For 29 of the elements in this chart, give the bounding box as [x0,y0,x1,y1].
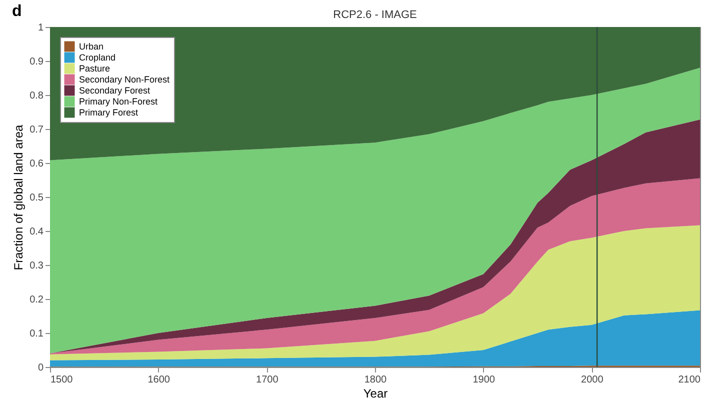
legend-label: Secondary Forest [79,86,151,96]
y-axis-title: Fraction of global land area [12,124,26,270]
y-tick-label: 0.3 [30,260,44,272]
x-tick-label: 2000 [581,374,604,386]
y-tick-label: 0.2 [30,294,44,306]
y-tick-label: 0 [38,362,44,374]
legend-label: Primary Forest [79,108,139,118]
x-tick-label: 1800 [364,374,388,386]
y-tick-label: 0.8 [30,90,44,102]
legend-label: Pasture [79,64,110,74]
text: d [12,3,22,20]
legend-label: Primary Non-Forest [79,96,158,106]
y-tick-label: 0.7 [30,124,44,136]
y-tick-label: 0.6 [30,158,44,170]
x-tick-label: 2100 [678,374,701,386]
legend-label: Secondary Non-Forest [79,74,170,84]
x-tick-label: 1900 [472,374,496,386]
x-axis-title: Year [363,386,388,400]
x-tick-label: 1500 [50,374,74,386]
y-tick-label: 1 [38,22,44,34]
x-tick-label: 1600 [148,374,170,386]
y-tick-label: 0.9 [30,56,44,68]
y-tick-label: 0.4 [30,226,44,238]
y-tick-label: 0.1 [30,328,44,340]
legend-label: Urban [79,42,104,52]
chart-title: RCP2.6 - IMAGE [333,9,417,21]
legend-label: Cropland [79,52,116,62]
x-tick-label: 1700 [256,374,279,386]
y-tick-label: 0.5 [30,192,44,204]
